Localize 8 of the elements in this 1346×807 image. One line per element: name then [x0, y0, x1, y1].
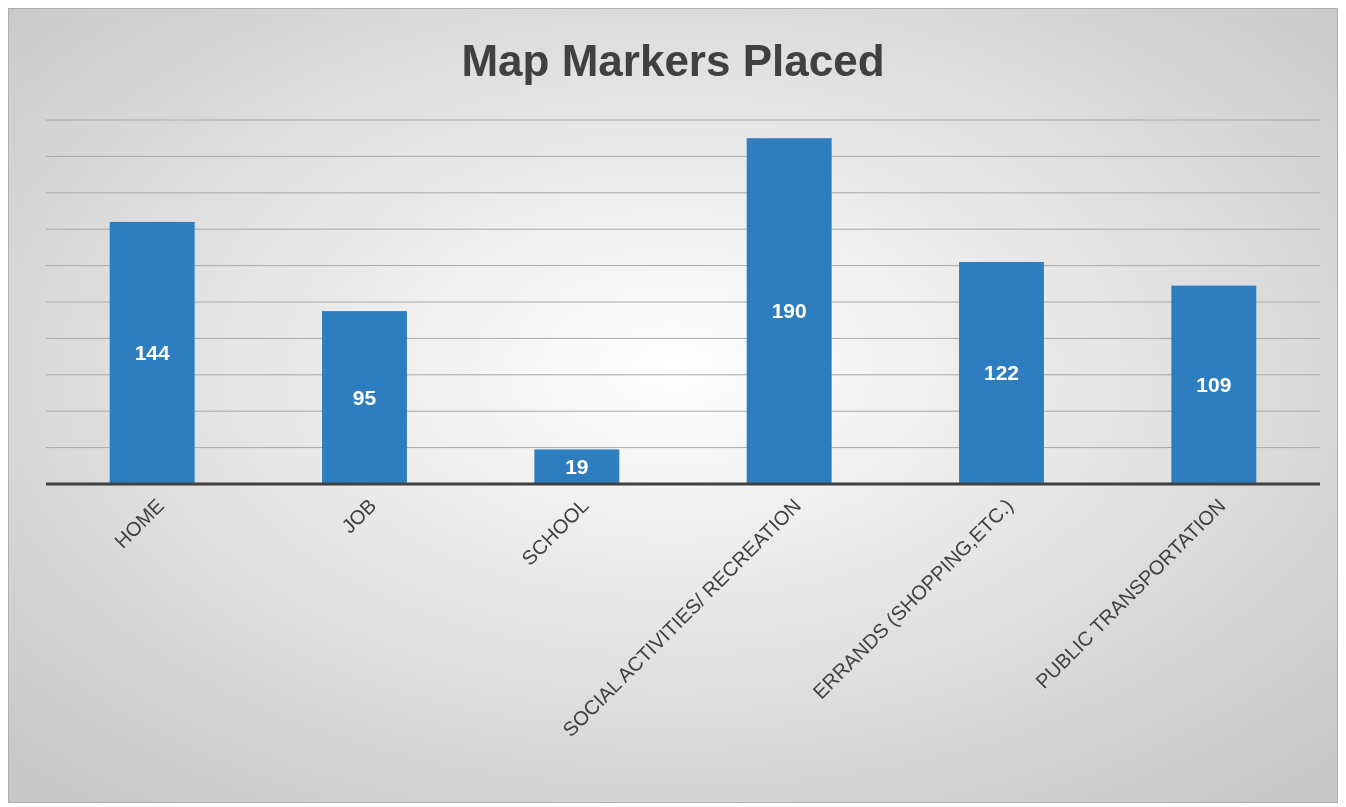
data-label: 109	[1196, 373, 1232, 397]
data-label: 95	[352, 385, 377, 409]
data-label: 122	[983, 361, 1020, 385]
data-label: 144	[134, 341, 170, 365]
chart-title: Map Markers Placed	[461, 36, 885, 85]
x-tick-label: JOB	[337, 494, 381, 538]
data-label: 19	[565, 455, 589, 479]
data-label: 190	[771, 299, 807, 323]
